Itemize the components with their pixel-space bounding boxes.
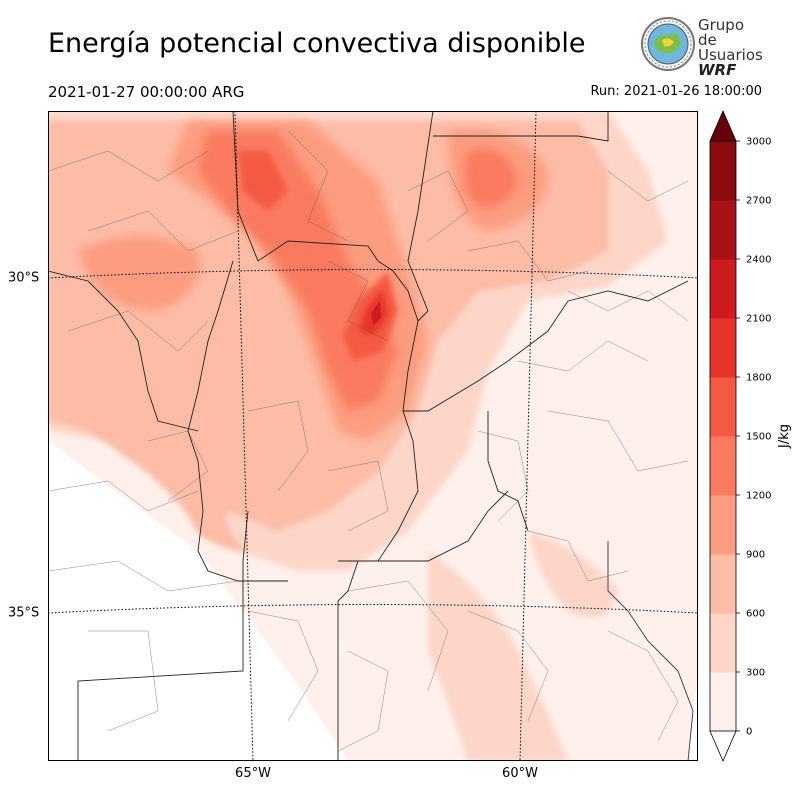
colorbar-tick-label: 900 [746,550,765,561]
globe-seal-icon [641,17,695,71]
colorbar-tick-label: 2400 [746,255,771,266]
coastline [607,541,694,761]
province-border [187,260,288,582]
colorbar-tick-label: 0 [746,727,752,738]
cape-level-2100 [371,301,381,325]
parallel-35s [48,604,698,614]
colorbar-step [710,672,736,732]
parallel-30s [48,269,698,279]
province-border [487,411,529,532]
colorbar-tick-label: 1200 [746,491,771,502]
province-borders [48,111,694,761]
cape-level-1200b [464,149,518,207]
cape-level-1500b [238,151,288,211]
colorbar-tick-label: 300 [746,668,765,679]
department-borders [48,130,689,752]
colorbar-step [710,141,736,201]
colorbar-step [710,613,736,673]
province-border [338,490,509,562]
valid-time: 2021-01-27 00:00:00 ARG [48,83,245,101]
colorbar-extend-min [709,730,737,763]
colorbar: 0 300 600 900 1200 1500 1800 2100 2400 2700 3000 J/… [709,109,792,763]
cape-level-300c [528,531,618,618]
colorbar-tick-label: 2100 [746,314,771,325]
colorbar-step [710,436,736,496]
colorbar-step [710,259,736,319]
logo-line2: Usuarios [698,46,763,64]
colorbar-tick-label: 1800 [746,373,771,384]
province-border [337,560,359,761]
lon-label-65w: 65°W [235,766,271,781]
map-title: Energía potencial convectiva disponible [48,28,586,59]
colorbar-label: J/kg [777,424,792,449]
graticule [48,111,698,761]
colorbar-tick-label: 600 [746,609,765,620]
run-time: Run: 2021-01-26 18:00:00 [590,84,762,99]
colorbar-step [710,554,736,614]
province-border [433,111,609,142]
colorbar-step [710,377,736,437]
colorbar-tick-label: 1500 [746,432,771,443]
logo-line3: WRF [698,61,737,79]
province-border [77,510,249,761]
map-frame [48,111,698,761]
province-border [48,270,199,432]
colorbar-step [710,200,736,260]
colorbar-tick-label: 2700 [746,196,771,207]
lon-label-60w: 60°W [502,766,538,781]
wrf-logo: Grupo de Usuarios WRF [640,16,763,78]
cape-level-600b [168,411,248,551]
lat-label-30s: 30°S [8,270,40,286]
colorbar-step [710,495,736,555]
lat-label-35s: 35°S [8,605,40,621]
province-border [407,111,434,322]
cape-field [48,111,698,761]
colorbar-tick-label: 3000 [746,137,771,148]
colorbar-step [710,318,736,378]
cape-level-900c [78,236,200,311]
logo-text: Grupo de Usuarios WRF [698,18,763,78]
colorbar-extend-max [709,109,737,142]
province-border [403,280,689,412]
province-border [232,111,419,562]
logo-line1: Grupo de [698,16,744,49]
cape-map [48,111,698,761]
